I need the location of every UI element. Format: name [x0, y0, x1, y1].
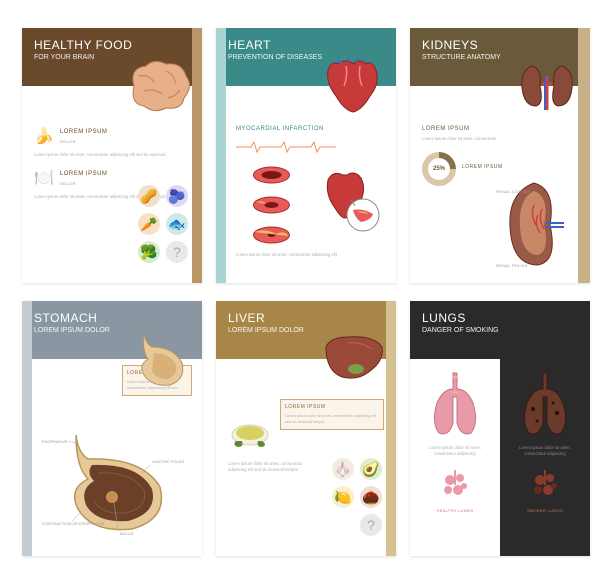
- plate-icon: 🍽️: [34, 168, 54, 188]
- lungs-subtitle: DANGER OF SMOKING: [422, 327, 578, 334]
- smoker-alveoli-icon: [528, 468, 562, 502]
- card-lungs: LUNGS DANGER OF SMOKING Lorem ipsum dolo…: [410, 301, 590, 556]
- food-more2-icon: ?: [360, 514, 382, 536]
- stomach-cross-section-icon: ESOPHAGUS GASTRIC FOLDS CONTRACTION OF E…: [42, 429, 192, 539]
- liver-box-title: LOREM IPSUM: [285, 404, 379, 410]
- heart-title: HEART: [228, 38, 384, 52]
- lungs-title: LUNGS: [422, 311, 578, 325]
- stomach-label-contraction: CONTRACTION OF ESOPHAGUS: [42, 521, 105, 526]
- lungs-smoker-lorem: Lorem ipsum dolor sit amet, consectetur …: [508, 445, 582, 458]
- brain-item1-sub: DOLOR: [60, 139, 108, 144]
- heart-zoom-icon: [313, 160, 383, 250]
- food-nuts-icon: 🥜: [138, 185, 160, 207]
- healthy-lung-icon: [425, 369, 485, 439]
- card-brain: HEALTHY FOOD FOR YOUR BRAIN 🍌 LOREM IPSU…: [22, 28, 202, 283]
- kidneys-lorem-title: LOREM IPSUM: [422, 126, 578, 132]
- kidneys-donut-value: 25%: [428, 158, 450, 180]
- card-kidneys: KIDNEYS STRUCTURE ANATOMY LOREM IPSUM Lo…: [410, 28, 590, 283]
- brain-item2-title: LOREM IPSUM: [60, 171, 108, 177]
- card-stomach: STOMACH LOREM IPSUM DOLOR LOREM IPSUM Lo…: [22, 301, 202, 556]
- food-fish-icon: 🐟: [166, 213, 188, 235]
- artery-diagram-icon: [236, 160, 307, 250]
- stomach-label-esophagus: ESOPHAGUS: [42, 439, 68, 444]
- lungs-healthy-col: Lorem ipsum dolor sit amet, consectetur …: [410, 359, 500, 556]
- banana-icon: 🍌: [34, 126, 54, 146]
- brain-title: HEALTHY FOOD: [34, 38, 190, 52]
- kidney-cross-section-icon: RENAL CORTEX RENAL PELVIS: [494, 175, 574, 275]
- kidneys-donut-label: LOREM IPSUM: [462, 164, 503, 170]
- lungs-healthy-label: HEALTHY LUNGS: [418, 508, 492, 513]
- kidney-pair-icon: [512, 56, 582, 116]
- liver-food-row: 🧄 🥑 🍋 🌰 ?: [312, 458, 382, 536]
- heart-lorem: Lorem ipsum dolor sit amet, consectetur …: [236, 252, 384, 258]
- liver-icon: [318, 329, 388, 389]
- brain-lorem1: Lorem ipsum dolor sit amet, consectetur …: [34, 152, 190, 158]
- stomach-label-folds: GASTRIC FOLDS: [152, 459, 185, 464]
- brain-item2-sub: DOLOR: [60, 181, 108, 186]
- heart-section-label: MYOCARDIAL INFARCTION: [236, 126, 384, 132]
- lungs-smoker-col: Lorem ipsum dolor sit amet, consectetur …: [500, 359, 590, 556]
- heart-icon: [318, 56, 388, 116]
- lungs-body: Lorem ipsum dolor sit amet, consectetur …: [410, 359, 590, 556]
- liver-box-lorem: Lorem ipsum dolor sit amet, consectetur …: [285, 414, 379, 425]
- food-more-icon: ?: [166, 241, 188, 263]
- olive-oil-icon: [228, 399, 272, 449]
- lungs-healthy-lorem: Lorem ipsum dolor sit amet, consectetur …: [418, 445, 492, 458]
- food-berry-icon: 🫐: [166, 185, 188, 207]
- food-carrot-icon: 🥕: [138, 213, 160, 235]
- kidneys-donut: 25%: [422, 152, 456, 186]
- lungs-smoker-label: SMOKER LUNGS: [508, 508, 582, 513]
- brain-icon: [124, 56, 194, 116]
- liver-title: LIVER: [228, 311, 384, 325]
- smoker-lung-icon: [515, 369, 575, 439]
- ecg-icon: [236, 140, 336, 154]
- card-liver: LIVER LOREM IPSUM DOLOR LOREM IPSUM Lore…: [216, 301, 396, 556]
- lungs-header: LUNGS DANGER OF SMOKING: [410, 301, 590, 359]
- food-walnut-icon: 🌰: [360, 486, 382, 508]
- liver-lorem: Lorem ipsum dolor sit amet, consectetur …: [228, 461, 314, 474]
- kidney-label-cortex: RENAL CORTEX: [496, 189, 531, 194]
- food-lemon-icon: 🍋: [332, 486, 354, 508]
- card-heart: HEART PREVENTION OF DISEASES MYOCARDIAL …: [216, 28, 396, 283]
- kidneys-lorem: Lorem ipsum dolor sit amet, consectetur: [422, 136, 516, 142]
- kidneys-title: KIDNEYS: [422, 38, 578, 52]
- kidney-label-pelvis: RENAL PELVIS: [496, 263, 528, 268]
- food-garlic-icon: 🧄: [332, 458, 354, 480]
- brain-food-row: 🥜 🫐 🥕 🐟 🥦 ?: [118, 185, 188, 263]
- brain-item1-title: LOREM IPSUM: [60, 129, 108, 135]
- food-avocado-icon: 🥑: [360, 458, 382, 480]
- healthy-alveoli-icon: [438, 468, 472, 502]
- stomach-title: STOMACH: [34, 311, 190, 325]
- stomach-label-bolus: BOLUS: [120, 531, 134, 536]
- stomach-icon: [124, 329, 194, 389]
- food-broccoli-icon: 🥦: [138, 241, 160, 263]
